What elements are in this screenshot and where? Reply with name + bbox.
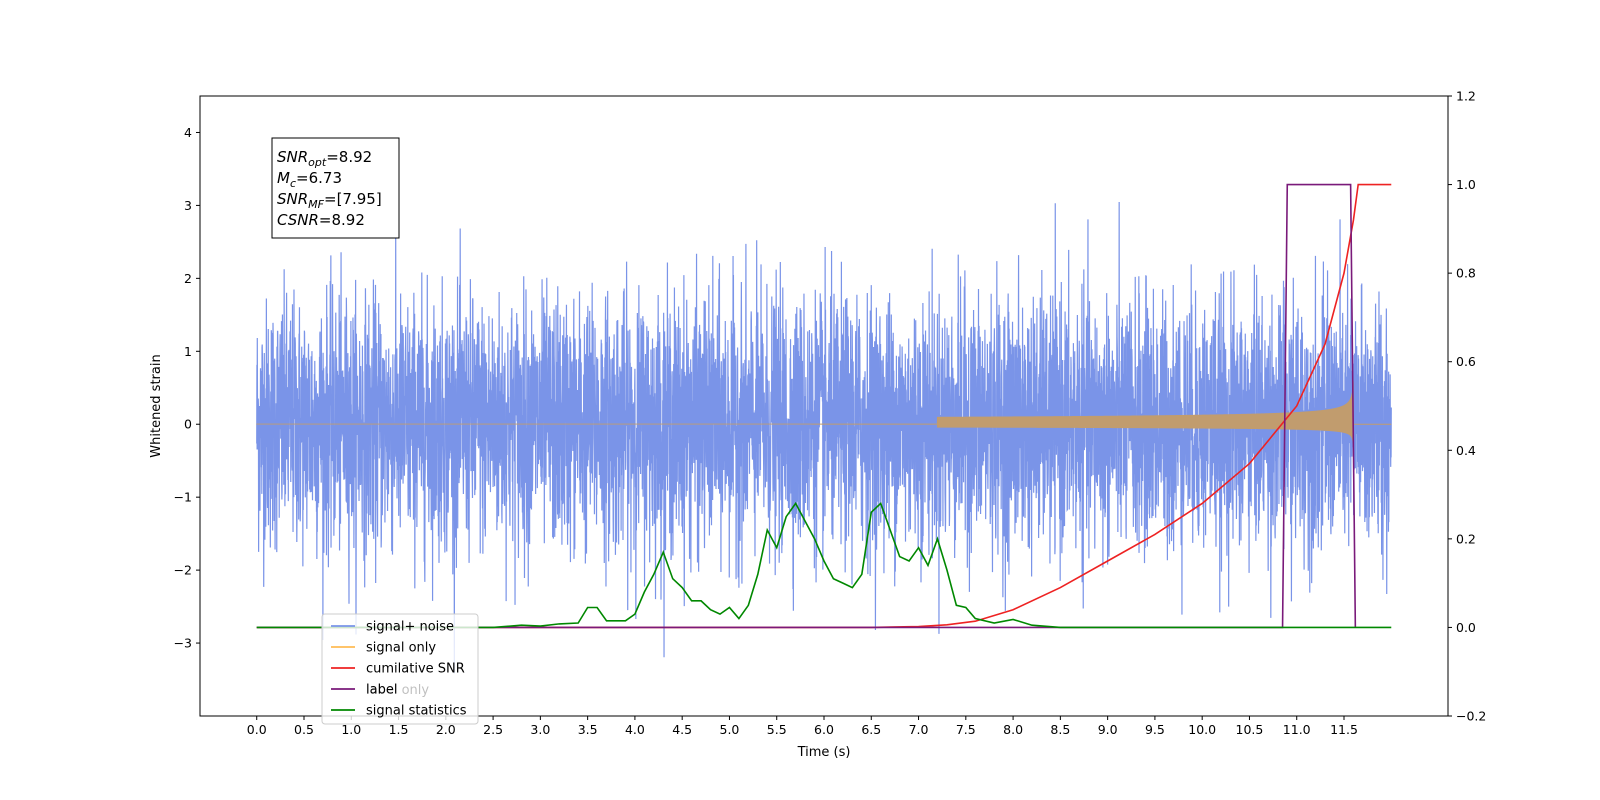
- x-tick-label: 7.5: [956, 722, 976, 737]
- x-tick-label: 11.5: [1330, 722, 1358, 737]
- y-tick-label: 2: [184, 271, 192, 286]
- legend-label: cumilative SNR: [366, 662, 465, 677]
- annotation-line: SNRMF=[7.95]: [277, 190, 382, 211]
- x-tick-label: 5.5: [767, 722, 787, 737]
- x-tick-label: 0.5: [294, 722, 314, 737]
- y2-tick-label: 1.2: [1456, 89, 1476, 104]
- annotation-line: Mc=6.73: [277, 169, 342, 190]
- y-tick-label: 1: [184, 344, 192, 359]
- y2-tick-label: 0.0: [1456, 620, 1476, 635]
- y-axis-label: Whitened strain: [149, 354, 164, 457]
- series-label-line: [256, 183, 1357, 629]
- y2-axis: −0.2 0.0 0.2 0.4 0.6 0.8 1.0 1.2: [1448, 89, 1486, 724]
- y-tick-label: −3: [174, 636, 192, 651]
- x-tick-label: 1.5: [389, 722, 409, 737]
- x-axis-label: Time (s): [797, 745, 851, 760]
- y2-tick-label: 1.0: [1456, 177, 1476, 192]
- x-tick-label: 2.5: [483, 722, 503, 737]
- x-tick-label: 3.5: [578, 722, 598, 737]
- x-tick-label: 6.0: [814, 722, 834, 737]
- y-tick-label: 0: [184, 417, 192, 432]
- series-signal-statistics-line: [256, 501, 1392, 629]
- legend: signal+ noise signal only cumilative SNR la…: [321, 613, 479, 725]
- legend-label-hidden: label only: [366, 683, 429, 698]
- annotation-line: CSNR=8.92: [277, 211, 365, 229]
- x-tick-label: 7.0: [909, 722, 929, 737]
- y2-tick-label: 0.2: [1456, 531, 1476, 546]
- series-signal-noise-line: [256, 202, 1392, 674]
- legend-label: signal+ noise: [366, 620, 454, 635]
- series-cumilative-snr-line: [256, 183, 1392, 629]
- x-tick-label: 8.5: [1050, 722, 1070, 737]
- y-tick-label: −2: [174, 563, 192, 578]
- y2-tick-label: 0.4: [1456, 443, 1476, 458]
- series-layer: [256, 183, 1392, 674]
- y-tick-label: 4: [184, 125, 192, 140]
- x-tick-label: 10.5: [1236, 722, 1264, 737]
- x-tick-label: 9.5: [1145, 722, 1165, 737]
- x-tick-label: 1.0: [341, 722, 361, 737]
- x-tick-label: 2.0: [436, 722, 456, 737]
- x-tick-label: 3.0: [530, 722, 550, 737]
- x-tick-label: 4.0: [625, 722, 645, 737]
- x-tick-label: 6.5: [861, 722, 881, 737]
- y-tick-label: 3: [184, 198, 192, 213]
- series-signal-only-line: [256, 381, 1392, 444]
- legend-label: signal only: [366, 641, 436, 656]
- x-tick-label: 8.0: [1003, 722, 1023, 737]
- x-tick-label: 9.0: [1098, 722, 1118, 737]
- x-tick-label: 10.0: [1188, 722, 1216, 737]
- annotation-line: SNRopt=8.92: [277, 148, 372, 169]
- x-tick-label: 0.0: [247, 722, 267, 737]
- annotation-box: [271, 137, 400, 239]
- legend-box: [321, 613, 479, 725]
- legend-label: signal statistics: [366, 704, 467, 719]
- x-tick-label: 5.0: [720, 722, 740, 737]
- x-tick-label: 4.5: [672, 722, 692, 737]
- y-axis: −3 −2 −1 0 1 2 3 4: [174, 125, 200, 651]
- y2-tick-label: 0.8: [1456, 266, 1476, 281]
- y2-tick-label: 0.6: [1456, 354, 1476, 369]
- y-tick-label: −1: [174, 490, 192, 505]
- y2-tick-label: −0.2: [1456, 709, 1486, 724]
- legend-label: label: [366, 683, 397, 698]
- x-axis: 0.0 0.5 1.0 1.5 2.0 2.5 3.0 3.5 4.0 4.5 5.0 5.5 6.0 6…: [247, 716, 1358, 737]
- x-tick-label: 11.0: [1283, 722, 1311, 737]
